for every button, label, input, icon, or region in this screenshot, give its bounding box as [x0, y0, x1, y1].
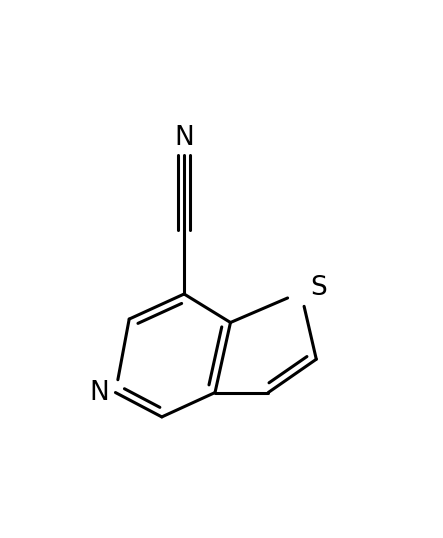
Text: N: N	[89, 379, 109, 406]
Text: S: S	[311, 275, 327, 301]
Text: N: N	[174, 125, 194, 152]
